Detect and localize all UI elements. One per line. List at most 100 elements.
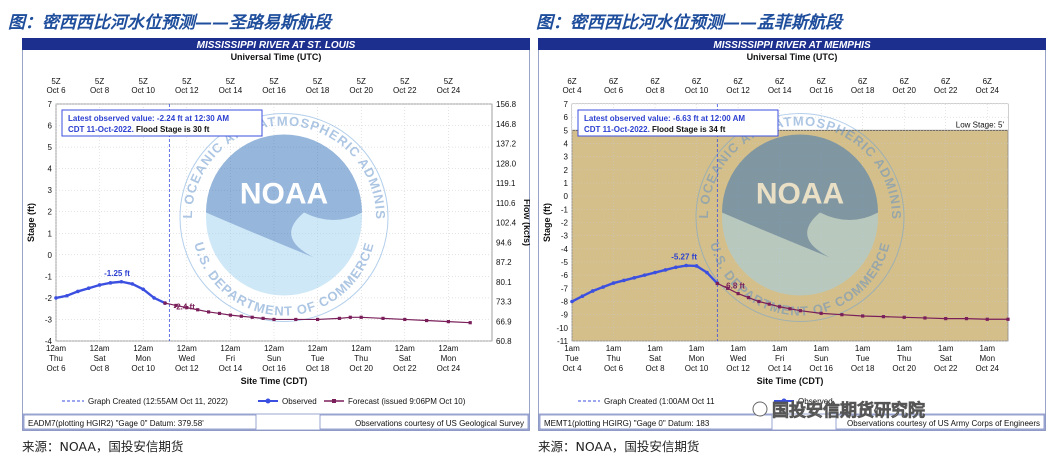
bottom-tick-time: 12am <box>177 344 197 353</box>
legend-forecast-label: Forecast (issued 9:06PM Oct 10) <box>348 397 466 406</box>
bottom-tick-time: 1am <box>606 344 622 353</box>
bottom-tick-time: 1am <box>813 344 829 353</box>
bottom-tick-time: 12am <box>220 344 240 353</box>
info-box-line2: CDT 11-Oct-2022. Flood Stage is 34 ft <box>584 125 726 134</box>
bottom-tick-day: Tue <box>311 354 325 363</box>
info-box <box>577 109 779 137</box>
observed-point <box>601 285 605 289</box>
observed-point <box>130 282 135 286</box>
legend-observed-marker <box>265 398 271 404</box>
y-tick-label: 0 <box>48 251 53 260</box>
bottom-tick-date: Oct 14 <box>219 364 243 373</box>
footer-left-box <box>23 414 257 430</box>
y2-tick-label: 66.9 <box>496 317 512 326</box>
source-note-right: 来源：NOAA，国投安信期货 <box>538 439 700 454</box>
top-tick-date: Oct 16 <box>262 86 286 95</box>
top-tick-date: Oct 12 <box>175 86 199 95</box>
y-tick-label: 3 <box>564 153 569 162</box>
observed-point <box>76 289 80 294</box>
observed-point <box>570 299 574 304</box>
y2-tick-label: 146.8 <box>496 120 517 129</box>
bottom-tick-date: Oct 4 <box>562 364 582 373</box>
bottom-tick-date: Oct 24 <box>975 364 999 373</box>
y2-tick-label: 119.1 <box>496 179 516 188</box>
bottom-tick-date: Oct 6 <box>604 364 624 373</box>
footer-bar <box>22 413 530 431</box>
bottom-tick-day: Sat <box>649 354 662 363</box>
peak-data-label: -5.27 ft <box>671 253 697 262</box>
bottom-axis-title: Site Time (CDT) <box>241 376 308 386</box>
forecast-point <box>196 308 200 312</box>
bottom-tick-day: Tue <box>565 354 579 363</box>
y2-axis-title: Flow (kcfs) <box>522 199 530 246</box>
forecast-point <box>381 316 385 320</box>
y-tick-label: 4 <box>564 140 569 149</box>
forecast-point <box>736 292 740 296</box>
bottom-tick-time: 12am <box>438 344 458 353</box>
forecast-point <box>767 302 771 306</box>
forecast-point <box>861 314 865 318</box>
top-tick-label: 6Z <box>983 77 992 86</box>
bottom-tick-day: Sun <box>814 354 828 363</box>
forecast-point <box>425 318 429 323</box>
top-tick-label: 5Z <box>95 77 104 86</box>
bottom-tick-time: 12am <box>395 344 415 353</box>
legend-observed-label: Observed <box>282 397 317 406</box>
bottom-tick-time: 1am <box>564 344 580 353</box>
st-louis-stage-chart: MISSISSIPPI RIVER AT ST. LOUISUniversal … <box>22 38 530 431</box>
top-tick-date: Oct 6 <box>46 86 66 95</box>
top-tick-label: 5Z <box>269 77 278 86</box>
bottom-tick-date: Oct 20 <box>892 364 916 373</box>
title-bar <box>538 38 1046 50</box>
observed-point <box>694 264 699 268</box>
y-tick-label: 1 <box>48 229 53 238</box>
bottom-tick-time: 12am <box>351 344 371 353</box>
y-tick-label: 4 <box>48 165 53 174</box>
y-tick-label: 6 <box>564 113 569 122</box>
y-tick-label: 1 <box>564 179 569 188</box>
bottom-tick-date: Oct 18 <box>306 364 330 373</box>
footer-bar <box>538 413 1046 431</box>
info-box-line1: Latest observed value: -6.63 ft at 12:00… <box>584 114 745 123</box>
top-tick-label: 6Z <box>900 77 909 86</box>
info-box-date: CDT 11-Oct-2022. <box>68 125 136 134</box>
forecast-data-label: -2.4 ft <box>174 303 196 312</box>
info-box-flood-stage: Flood Stage is 30 ft <box>136 125 210 134</box>
forecast-point <box>902 315 906 319</box>
footer-credit: Observations courtesy of US Army Corps o… <box>847 419 1040 428</box>
legend-created-label: Graph Created (12:55AM Oct 11, 2022) <box>88 397 228 406</box>
bottom-tick-time: 1am <box>896 344 912 353</box>
y-axis-title: Stage (ft) <box>26 203 36 242</box>
bottom-tick-time: 12am <box>264 344 284 353</box>
y2-tick-label: 73.3 <box>496 298 512 307</box>
bottom-tick-date: Oct 22 <box>934 364 958 373</box>
peak-data-label: -1.25 ft <box>104 269 130 278</box>
top-tick-label: 6Z <box>609 77 618 86</box>
forecast-point <box>359 315 363 319</box>
top-axis-title: Universal Time (UTC) <box>231 52 322 62</box>
forecast-point <box>798 309 802 313</box>
observed-point <box>705 270 709 275</box>
top-tick-date: Oct 8 <box>90 86 110 95</box>
forecast-point <box>881 315 886 319</box>
bottom-tick-date: Oct 10 <box>131 364 155 373</box>
forecast-point <box>819 311 823 315</box>
noaa-outer-ring <box>179 113 389 322</box>
y-tick-label: -2 <box>45 294 53 303</box>
bottom-tick-date: Oct 22 <box>393 364 417 373</box>
bottom-tick-time: 12am <box>90 344 110 353</box>
bottom-tick-time: 1am <box>855 344 871 353</box>
legend-observed-marker <box>781 398 787 404</box>
observed-point <box>65 293 69 298</box>
top-tick-date: Oct 6 <box>604 86 624 95</box>
observed-point <box>86 286 91 291</box>
forecast-point <box>294 317 298 322</box>
y-tick-label: -3 <box>45 315 53 324</box>
observed-point <box>663 268 668 272</box>
info-box-date: CDT 11-Oct-2022. <box>584 125 652 134</box>
info-box <box>61 109 263 137</box>
forecast-point <box>217 311 222 316</box>
bottom-tick-day: Sat <box>399 354 412 363</box>
forecast-point <box>185 306 189 310</box>
